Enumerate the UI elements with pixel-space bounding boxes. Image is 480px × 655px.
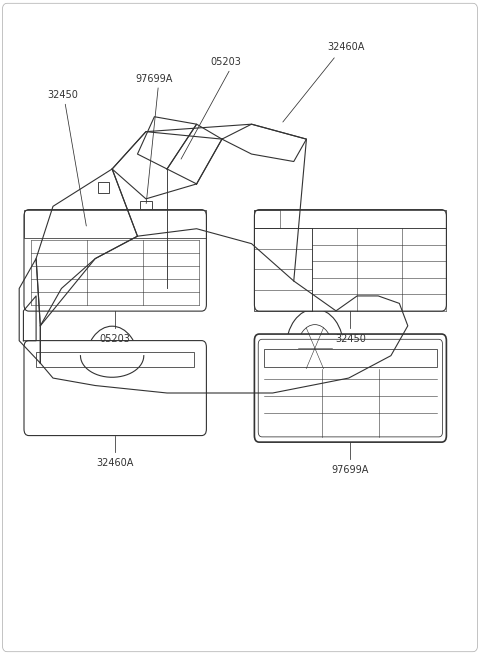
Text: 97699A: 97699A [135, 74, 172, 84]
Bar [254, 210, 280, 228]
Bar [254, 210, 446, 228]
Text: 05203: 05203 [100, 334, 131, 344]
Text: 05203: 05203 [210, 58, 241, 67]
Text: 32460A: 32460A [96, 458, 134, 468]
Text: 32460A: 32460A [327, 43, 364, 52]
FancyBboxPatch shape [24, 341, 206, 436]
Text: 32450: 32450 [47, 90, 78, 100]
Bar [264, 349, 437, 367]
Bar [36, 352, 194, 367]
Text: 32450: 32450 [335, 334, 366, 344]
FancyBboxPatch shape [254, 334, 446, 442]
Bar [140, 201, 152, 212]
Text: 97699A: 97699A [332, 465, 369, 475]
Bar [254, 228, 312, 311]
Bar [81, 223, 93, 234]
FancyBboxPatch shape [254, 210, 446, 311]
Bar [98, 182, 109, 193]
FancyBboxPatch shape [258, 339, 443, 437]
FancyBboxPatch shape [24, 210, 206, 311]
Bar [24, 210, 206, 238]
